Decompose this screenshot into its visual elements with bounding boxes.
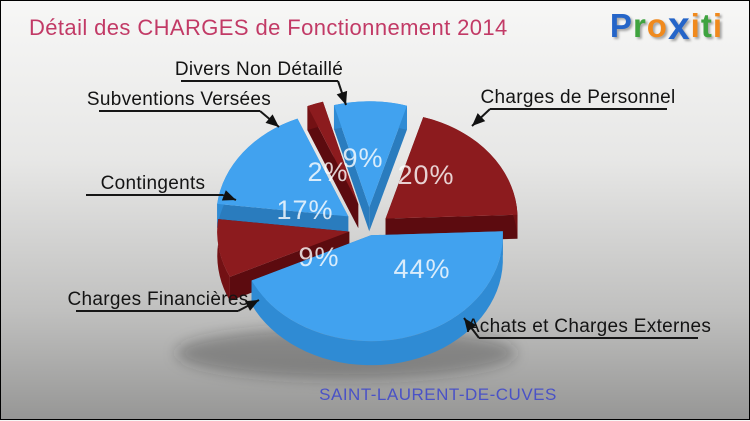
logo-letter: t (700, 7, 713, 44)
callout-arrowhead (464, 318, 477, 332)
slice-top-face (307, 101, 359, 204)
logo-letter: o (646, 7, 668, 44)
callout-label-achats-et-charges-externes: Achats et Charges Externes (467, 316, 711, 337)
slice-rim-wall (251, 231, 503, 366)
page-title: Détail des CHARGES de Fonctionnement 201… (29, 15, 508, 40)
proxiti-logo: Proxiti (609, 5, 723, 48)
slice-top-face (217, 118, 349, 217)
callout-label-subventions-versees: Subventions Versées (87, 89, 271, 110)
callout-label-charges-financieres: Charges Financières (67, 289, 248, 310)
callout-arrowhead (221, 190, 236, 201)
callout-arrowhead (472, 113, 486, 126)
slice-percent-label: 20% (397, 160, 454, 190)
slice-top-face (385, 117, 518, 219)
slice-top-face (333, 101, 407, 208)
slice-percent-label: 9% (298, 242, 339, 272)
slice-percent-label: 9% (342, 143, 383, 173)
slice-percent-label: 44% (393, 254, 450, 284)
callout-label-charges-de-personnel: Charges de Personnel (480, 87, 675, 108)
callout-label-contingents: Contingents (101, 173, 206, 194)
pie-slice-achats-et-charges-externes (251, 231, 503, 366)
logo-letter: r (632, 7, 647, 44)
callout-arrowhead (336, 90, 348, 105)
slice-percent-label: 17% (276, 195, 333, 225)
slice-rim-wall (217, 219, 230, 301)
municipality-name: SAINT-LAURENT-DE-CUVES (319, 385, 557, 404)
callout-arrowhead (244, 300, 259, 311)
slice-percent-label: 2% (307, 157, 348, 187)
logo-letter: x (667, 5, 691, 48)
pie-slice-divers-non-detaille (333, 101, 407, 232)
slice-cut-wall (333, 105, 370, 232)
slice-cut-wall (307, 106, 359, 228)
pie-slice-subventions-versees (307, 101, 359, 228)
callout-arrowhead (265, 114, 279, 127)
slice-top-face (251, 231, 503, 342)
logo-letter: i (712, 7, 723, 44)
slice-top-face (217, 219, 350, 277)
slice-cut-wall (369, 105, 407, 232)
logo-letter: i (690, 7, 701, 44)
callout-label-divers-non-detaille: Divers Non Détaillé (175, 59, 343, 80)
logo-letter: P (609, 7, 633, 44)
